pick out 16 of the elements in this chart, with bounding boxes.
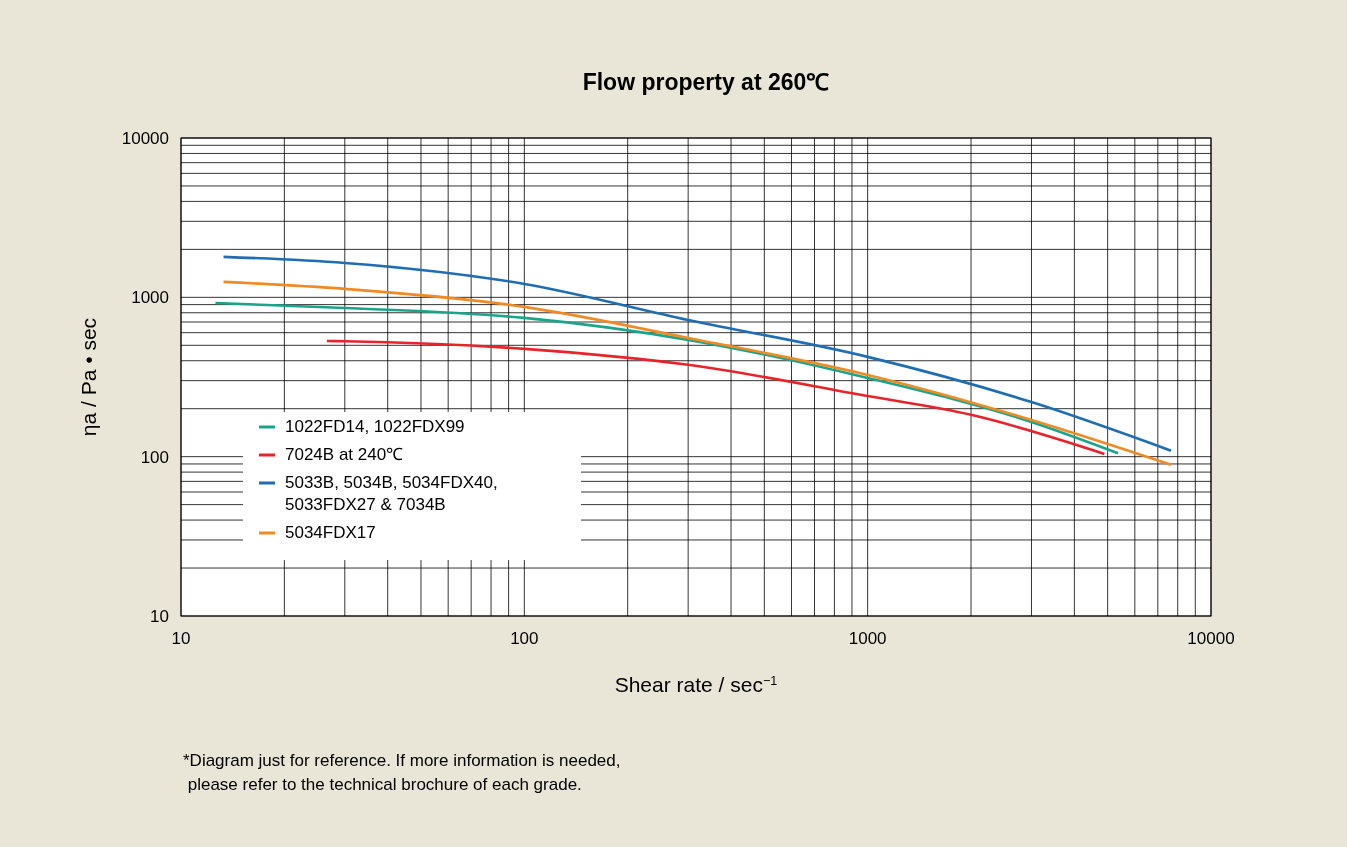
y-axis-title: ηa / Pa • sec [77,317,100,437]
y-tick-label: 10000 [121,129,169,148]
legend-label: 1022FD14, 1022FDX99 [285,417,465,436]
x-tick-label: 1000 [848,629,887,648]
chart-title: Flow property at 260℃ [582,69,830,95]
x-tick-label: 10000 [1187,629,1235,648]
y-tick-label: 10 [150,607,169,626]
legend-label: 5034FDX17 [285,523,376,542]
y-tick-label: 100 [140,447,169,467]
legend-label: 7024B at 240℃ [285,445,404,464]
y-tick-label: 1000 [131,288,169,308]
x-tick-label: 10 [171,629,191,648]
legend-label: 5033B, 5034B, 5034FDX40, 5033FDX27 & 7034B [285,473,498,514]
text: *Diagram just for reference. If more information is needed, please refer to the technical brochure of each grade. [183,751,621,794]
x-axis-title: Shear rate / sec$^{−1}$ [614,673,778,696]
x-tick-label: 100 [510,629,539,648]
